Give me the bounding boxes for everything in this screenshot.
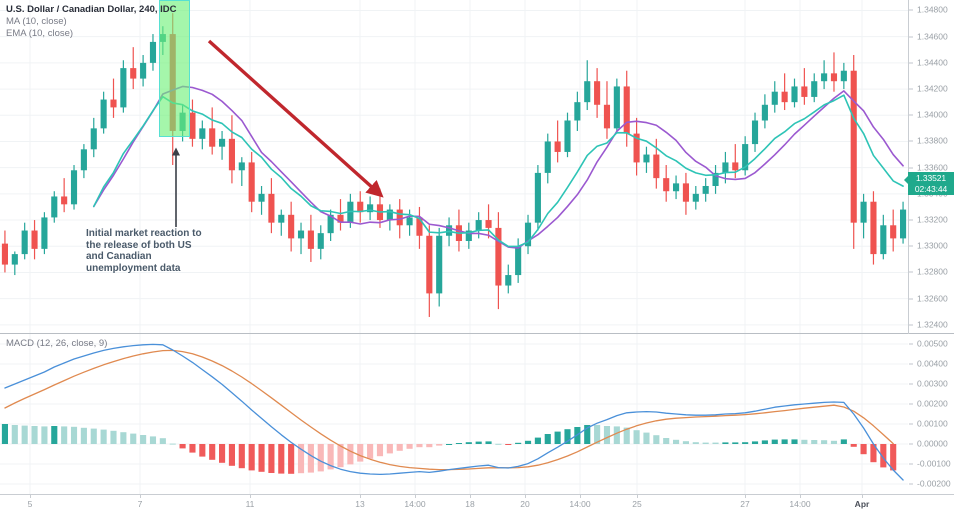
time-tick-mark <box>745 495 746 498</box>
price-tick-label: 1.34400 <box>917 57 948 68</box>
macd-tick-mark <box>909 363 913 365</box>
macd-tick-label: -0.00100 <box>917 458 951 469</box>
time-tick-label: 7 <box>137 499 143 509</box>
price-tick-mark <box>909 36 913 38</box>
time-tick-label: 25 <box>632 499 642 509</box>
price-candlestick-svg <box>0 0 908 334</box>
macd-tick-mark <box>909 463 913 465</box>
time-tick-mark <box>525 495 526 498</box>
time-tick-label: 5 <box>27 499 33 509</box>
macd-tick-mark <box>909 403 913 405</box>
time-tick-mark <box>140 495 141 498</box>
time-tick-label: 18 <box>465 499 475 509</box>
price-tick-mark <box>909 140 913 142</box>
macd-plot-area[interactable] <box>0 334 908 494</box>
price-tick-label: 1.34000 <box>917 109 948 120</box>
price-tick-mark <box>909 245 913 247</box>
macd-tick-label: 0.00300 <box>917 378 948 389</box>
macd-axis[interactable]: 0.00500 0.00400 0.00300 0.00200 0.00100 0.000… <box>908 334 954 494</box>
macd-tick-mark <box>909 423 913 425</box>
current-price-value: 1.33521 <box>908 172 954 184</box>
current-price-badge: 1.33521 02:43:44 <box>904 172 954 195</box>
macd-tick-label: 0.00500 <box>917 338 948 349</box>
price-tick-label: 1.34800 <box>917 4 948 15</box>
price-tick-mark <box>909 9 913 11</box>
macd-tick-mark <box>909 443 913 445</box>
price-tick-label: 1.33800 <box>917 135 948 146</box>
time-axis[interactable]: 5 7 11 13 14:00 18 20 14:00 25 27 14:00 Apr <box>0 494 954 514</box>
price-tick-label: 1.34200 <box>917 83 948 94</box>
time-tick-label: 11 <box>245 499 255 509</box>
price-badge-pointer <box>904 176 908 184</box>
time-tick-mark <box>800 495 801 498</box>
price-tick-mark <box>909 62 913 64</box>
time-tick-mark <box>360 495 361 498</box>
time-tick-mark <box>637 495 638 498</box>
price-tick-mark <box>909 114 913 116</box>
price-tick-mark <box>909 219 913 221</box>
highlight-region-box[interactable] <box>159 0 190 137</box>
price-tick-label: 1.32800 <box>917 266 948 277</box>
time-tick-label: 27 <box>740 499 750 509</box>
price-tick-label: 1.34600 <box>917 31 948 42</box>
time-tick-mark <box>415 495 416 498</box>
macd-tick-label: 0.00100 <box>917 418 948 429</box>
time-tick-mark <box>580 495 581 498</box>
macd-tick-label: 0.00400 <box>917 358 948 369</box>
time-tick-mark <box>30 495 31 498</box>
macd-panel[interactable]: 0.00500 0.00400 0.00300 0.00200 0.00100 0.000… <box>0 334 954 494</box>
panel-divider <box>0 333 954 334</box>
time-tick-label: 14:00 <box>789 499 811 509</box>
price-tick-mark <box>909 88 913 90</box>
macd-tick-mark <box>909 483 913 485</box>
price-tick-mark <box>909 298 913 300</box>
price-tick-mark <box>909 271 913 273</box>
macd-svg <box>0 334 908 494</box>
price-chart-panel[interactable]: 1.33521 02:43:44 1.34800 1.34600 1.34400 1.… <box>0 0 954 334</box>
time-tick-mark <box>470 495 471 498</box>
time-tick-label: 13 <box>355 499 365 509</box>
bar-countdown-timer: 02:43:44 <box>908 184 954 195</box>
macd-tick-mark <box>909 383 913 385</box>
time-tick-mark <box>250 495 251 498</box>
annotation-label[interactable]: Initial market reaction to the release o… <box>86 228 202 274</box>
time-tick-label: 14:00 <box>569 499 591 509</box>
price-tick-label: 1.32400 <box>917 319 948 330</box>
macd-tick-mark <box>909 343 913 345</box>
time-tick-label: 14:00 <box>404 499 426 509</box>
price-tick-label: 1.33000 <box>917 240 948 251</box>
macd-tick-label: 0.00200 <box>917 398 948 409</box>
price-plot-area[interactable] <box>0 0 908 334</box>
macd-tick-label: 0.00000 <box>917 438 948 449</box>
price-tick-label: 1.33200 <box>917 214 948 225</box>
time-tick-label: 20 <box>520 499 530 509</box>
price-tick-mark <box>909 324 913 326</box>
price-axis[interactable]: 1.33521 02:43:44 1.34800 1.34600 1.34400 1.… <box>904 0 954 334</box>
time-tick-label: Apr <box>854 499 870 509</box>
price-tick-label: 1.32600 <box>917 293 948 304</box>
axis-separator-line <box>908 0 909 494</box>
price-tick-mark <box>909 167 913 169</box>
time-tick-mark <box>862 495 863 498</box>
macd-tick-label: -0.00200 <box>917 478 951 489</box>
price-tick-label: 1.33600 <box>917 162 948 173</box>
